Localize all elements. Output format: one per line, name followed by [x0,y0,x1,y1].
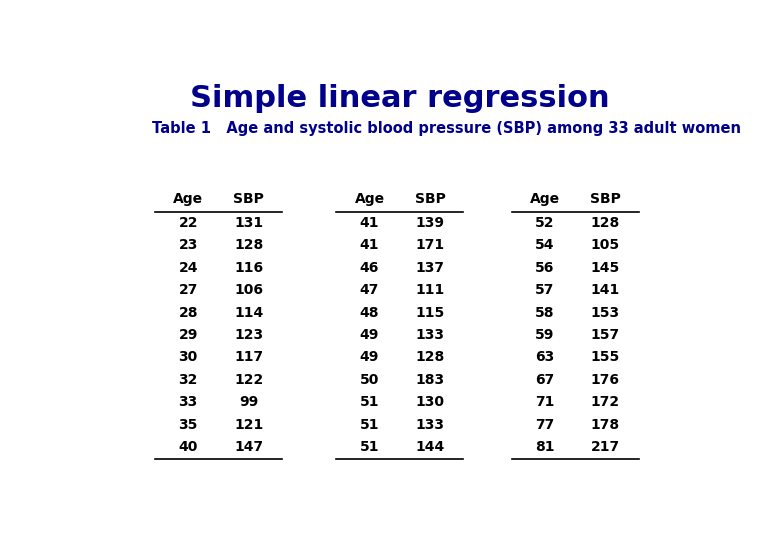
Text: 54: 54 [535,238,555,252]
Text: Simple linear regression: Simple linear regression [190,84,609,112]
Text: 115: 115 [415,306,445,320]
Text: 153: 153 [590,306,620,320]
Text: 59: 59 [535,328,555,342]
Text: 49: 49 [360,328,379,342]
Text: 183: 183 [416,373,445,387]
Text: 133: 133 [416,418,445,432]
Text: 155: 155 [590,350,620,365]
Text: 176: 176 [590,373,620,387]
Text: 63: 63 [535,350,555,365]
Text: 23: 23 [179,238,198,252]
Text: 133: 133 [416,328,445,342]
Text: 46: 46 [360,261,379,275]
Text: 30: 30 [179,350,198,365]
Text: 24: 24 [179,261,198,275]
Text: 28: 28 [179,306,198,320]
Text: 51: 51 [360,418,379,432]
Text: Age: Age [530,192,560,206]
Text: 51: 51 [360,440,379,454]
Text: 32: 32 [179,373,198,387]
Text: 48: 48 [360,306,379,320]
Text: 130: 130 [416,395,445,409]
Text: 123: 123 [234,328,263,342]
Text: Age: Age [173,192,204,206]
Text: 27: 27 [179,283,198,297]
Text: 52: 52 [535,216,555,229]
Text: 114: 114 [234,306,264,320]
Text: 172: 172 [590,395,620,409]
Text: 139: 139 [416,216,445,229]
Text: 131: 131 [234,216,263,229]
Text: 157: 157 [590,328,620,342]
Text: 137: 137 [416,261,445,275]
Text: 147: 147 [234,440,263,454]
Text: 121: 121 [234,418,264,432]
Text: 171: 171 [416,238,445,252]
Text: 41: 41 [360,238,379,252]
Text: 116: 116 [234,261,263,275]
Text: 77: 77 [535,418,555,432]
Text: 106: 106 [234,283,263,297]
Text: SBP: SBP [414,192,445,206]
Text: 49: 49 [360,350,379,365]
Text: 111: 111 [415,283,445,297]
Text: 128: 128 [415,350,445,365]
Text: 51: 51 [360,395,379,409]
Text: 141: 141 [590,283,620,297]
Text: 128: 128 [590,216,620,229]
Text: 41: 41 [360,216,379,229]
Text: 67: 67 [535,373,555,387]
Text: 33: 33 [179,395,198,409]
Text: 128: 128 [234,238,264,252]
Text: 58: 58 [535,306,555,320]
Text: 81: 81 [535,440,555,454]
Text: Table 1   Age and systolic blood pressure (SBP) among 33 adult women: Table 1 Age and systolic blood pressure … [152,121,741,136]
Text: 105: 105 [590,238,620,252]
Text: 22: 22 [179,216,198,229]
Text: 217: 217 [590,440,620,454]
Text: 178: 178 [590,418,620,432]
Text: 144: 144 [415,440,445,454]
Text: 71: 71 [535,395,555,409]
Text: 47: 47 [360,283,379,297]
Text: 50: 50 [360,373,379,387]
Text: SBP: SBP [233,192,264,206]
Text: 35: 35 [179,418,198,432]
Text: 145: 145 [590,261,620,275]
Text: 56: 56 [535,261,555,275]
Text: 99: 99 [239,395,258,409]
Text: Age: Age [354,192,385,206]
Text: 117: 117 [234,350,263,365]
Text: SBP: SBP [590,192,621,206]
Text: 122: 122 [234,373,264,387]
Text: 40: 40 [179,440,198,454]
Text: 29: 29 [179,328,198,342]
Text: 57: 57 [535,283,555,297]
